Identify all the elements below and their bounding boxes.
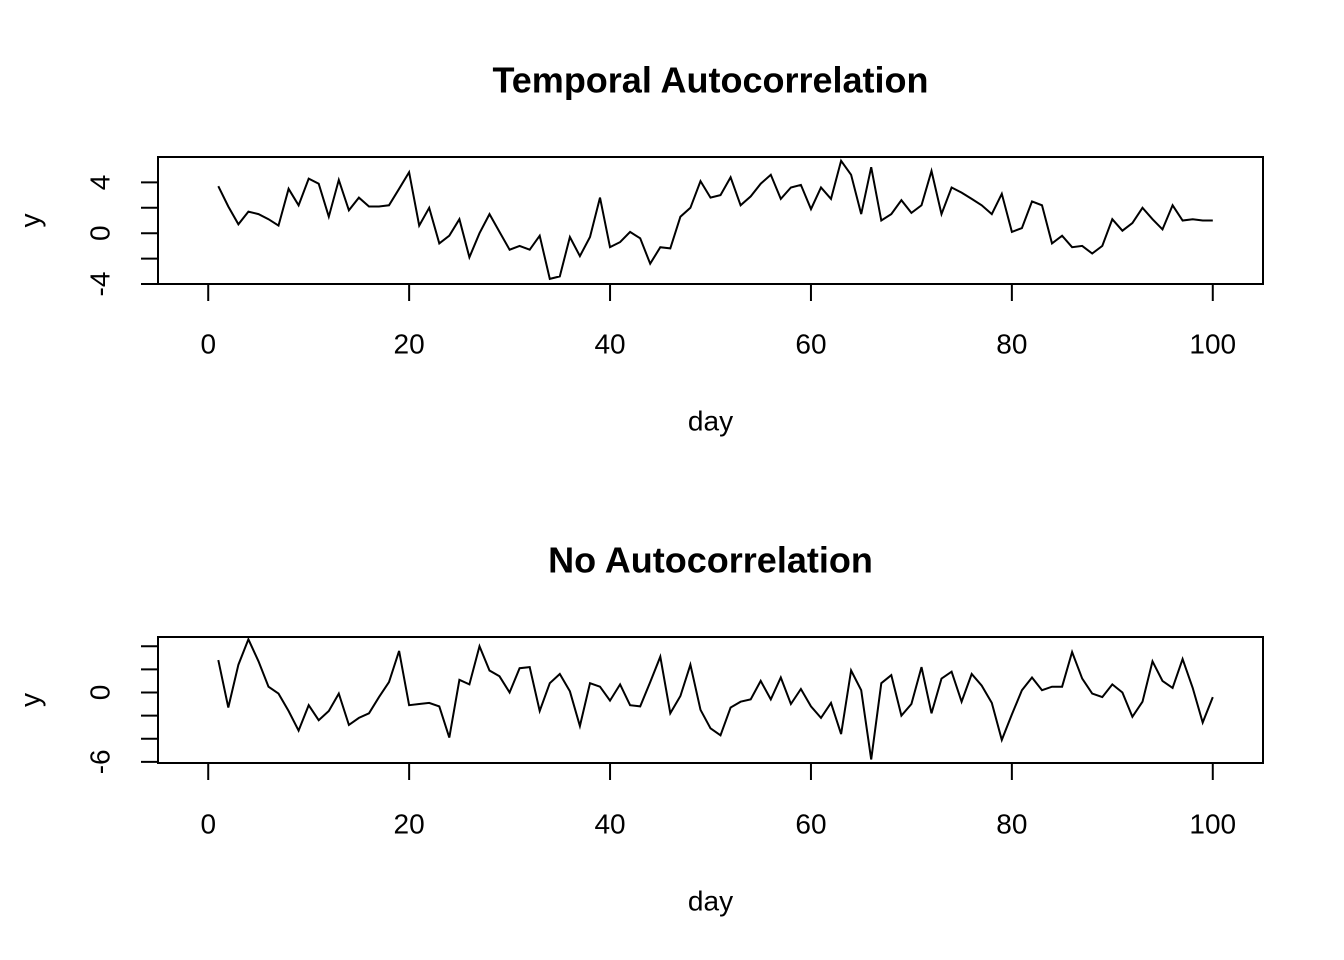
panel-1-x-tick-label: 60 <box>795 329 826 360</box>
panel-1-x-tick-label: 40 <box>594 329 625 360</box>
panel-1-x-tick-label: 20 <box>394 329 425 360</box>
panel-2-y-axis-label: y <box>15 693 46 707</box>
panel-1-x-tick-label: 0 <box>200 329 216 360</box>
panel-2-y-tick-label: 0 <box>85 685 116 701</box>
panel-2-x-tick-label: 0 <box>200 809 216 840</box>
panel-1-x-tick-label: 100 <box>1189 329 1236 360</box>
panel-2-plot-frame <box>157 636 1264 764</box>
panel-1-title: Temporal Autocorrelation <box>492 60 928 101</box>
panel-1-series-line <box>217 158 1213 281</box>
panel-2-x-tick-label: 20 <box>394 809 425 840</box>
panel-2-x-tick-label: 60 <box>795 809 826 840</box>
panel-1-y-axis-label: y <box>15 214 46 228</box>
panel-2-x-tick-label: 100 <box>1189 809 1236 840</box>
panel-2-series-line <box>217 636 1214 760</box>
panel-1-y-tick-label: 0 <box>85 225 116 241</box>
panel-1-y-tick-label: 4 <box>85 175 116 191</box>
panel-2-x-axis-label: day <box>688 886 733 917</box>
panel-2-x-tick-label: 40 <box>594 809 625 840</box>
panel-1-x-axis-label: day <box>688 406 733 437</box>
panel-2-y-tick-label: -6 <box>85 749 116 774</box>
panel-2-x-tick-label: 80 <box>996 809 1027 840</box>
panel-1-y-tick-label: -4 <box>85 272 116 297</box>
panel-1-x-tick-label: 80 <box>996 329 1027 360</box>
panel-1-plot-frame <box>157 156 1264 285</box>
panel-2-title: No Autocorrelation <box>548 540 873 581</box>
